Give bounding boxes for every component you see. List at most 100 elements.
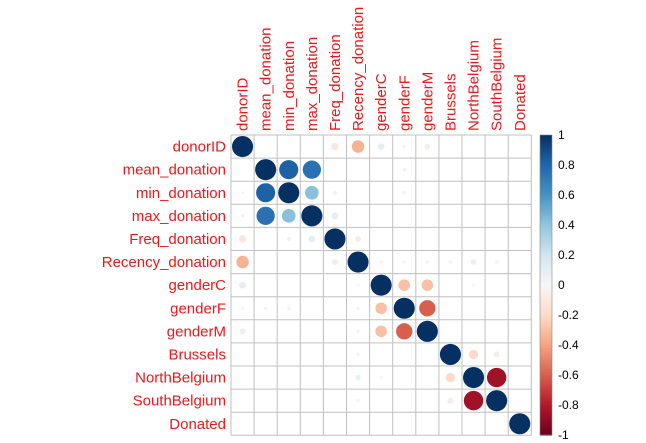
colorbar-segment bbox=[540, 282, 552, 285]
colorbar-tick-label: 0.8 bbox=[558, 158, 575, 172]
colorbar-segment bbox=[540, 288, 552, 291]
correlation-circles bbox=[232, 136, 531, 435]
colorbar-segment bbox=[540, 177, 552, 180]
colorbar-segment bbox=[540, 241, 552, 244]
colorbar-segment bbox=[540, 411, 552, 414]
colorbar-segment bbox=[540, 376, 552, 379]
colorbar-segment bbox=[540, 171, 552, 174]
colorbar-segment bbox=[540, 342, 552, 345]
colorbar-segment bbox=[540, 156, 552, 159]
corr-circle-genderM-genderM bbox=[416, 320, 438, 342]
corr-circle-SouthBelgium-Recency_donation bbox=[356, 398, 360, 403]
colorbar-segment bbox=[540, 307, 552, 310]
colorbar-segment bbox=[540, 417, 552, 420]
corr-circle-Recency_donation-Recency_donation bbox=[347, 251, 369, 273]
colorbar-segment bbox=[540, 187, 552, 190]
colorbar-segment bbox=[540, 399, 552, 402]
colorbar-segment bbox=[540, 157, 552, 160]
colorbar-segment bbox=[540, 382, 552, 385]
colorbar-segment bbox=[540, 178, 552, 181]
corr-circle-genderF-min_donation bbox=[286, 306, 291, 311]
column-label-genderF: genderF bbox=[396, 75, 413, 131]
colorbar-segment bbox=[540, 154, 552, 157]
colorbar-segment bbox=[540, 153, 552, 156]
row-label-mean_donation: mean_donation bbox=[123, 162, 226, 179]
colorbar-segment bbox=[540, 253, 552, 256]
colorbar-segment bbox=[540, 135, 552, 138]
colorbar-segment bbox=[540, 387, 552, 390]
colorbar-segment bbox=[540, 331, 552, 334]
colorbar-segment bbox=[540, 322, 552, 325]
colorbar-segment bbox=[540, 372, 552, 375]
colorbar-segment bbox=[540, 369, 552, 372]
row-label-genderM: genderM bbox=[167, 323, 226, 340]
colorbar-segment bbox=[540, 304, 552, 307]
corr-circle-Recency_donation-Brussels bbox=[448, 260, 453, 264]
colorbar-segment bbox=[540, 313, 552, 316]
colorbar-segment bbox=[540, 427, 552, 430]
corr-circle-max_donation-max_donation bbox=[301, 205, 323, 227]
colorbar-segment bbox=[540, 181, 552, 184]
corr-circle-Freq_donation-max_donation bbox=[308, 235, 316, 243]
column-label-Brussels: Brussels bbox=[442, 73, 459, 131]
colorbar-segment bbox=[540, 391, 552, 394]
colorbar-segment bbox=[540, 318, 552, 321]
colorbar-segment bbox=[540, 430, 552, 433]
corr-circle-genderF-mean_donation bbox=[263, 306, 268, 311]
column-label-Donated: Donated bbox=[512, 74, 529, 131]
colorbar-segment bbox=[540, 405, 552, 408]
colorbar-segment bbox=[540, 309, 552, 312]
colorbar-segment bbox=[540, 148, 552, 151]
corr-circle-min_donation-max_donation bbox=[305, 185, 319, 200]
colorbar-segment bbox=[540, 250, 552, 253]
corr-circle-Brussels-NorthBelgium bbox=[468, 349, 479, 360]
colorbar-segment bbox=[540, 327, 552, 330]
colorbar-segment bbox=[540, 397, 552, 400]
colorbar-segment bbox=[540, 186, 552, 189]
colorbar-segment bbox=[540, 168, 552, 171]
colorbar-segment bbox=[540, 400, 552, 403]
colorbar-segment bbox=[540, 276, 552, 279]
colorbar-segment bbox=[540, 273, 552, 276]
colorbar-segment bbox=[540, 255, 552, 258]
colorbar-segment bbox=[540, 343, 552, 346]
corr-circle-min_donation-min_donation bbox=[278, 182, 300, 204]
corr-circle-donorID-genderC bbox=[377, 143, 385, 150]
row-label-genderF: genderF bbox=[170, 300, 226, 317]
row-label-genderC: genderC bbox=[168, 277, 226, 294]
row-label-Recency_donation: Recency_donation bbox=[102, 254, 226, 271]
colorbar-segment bbox=[540, 247, 552, 250]
colorbar-tick-label: -0.8 bbox=[558, 398, 579, 412]
colorbar-segment bbox=[540, 373, 552, 376]
colorbar-segment bbox=[540, 214, 552, 217]
colorbar-segment bbox=[540, 204, 552, 207]
corr-circle-SouthBelgium-NorthBelgium bbox=[463, 390, 484, 411]
corr-circle-mean_donation-mean_donation bbox=[255, 159, 277, 181]
colorbar-segment bbox=[540, 237, 552, 240]
colorbar-segment bbox=[540, 321, 552, 324]
colorbar-segment bbox=[540, 165, 552, 168]
colorbar-segment bbox=[540, 426, 552, 429]
column-label-mean_donation: mean_donation bbox=[258, 28, 275, 131]
colorbar-segment bbox=[540, 166, 552, 169]
colorbar-segment bbox=[540, 337, 552, 340]
corr-circle-Recency_donation-genderF bbox=[402, 260, 407, 264]
colorbar-tick-label: 0.2 bbox=[558, 248, 575, 262]
column-label-Recency_donation: Recency_donation bbox=[350, 7, 367, 131]
colorbar-segment bbox=[540, 355, 552, 358]
colorbar-segment bbox=[540, 162, 552, 165]
colorbar-segment bbox=[540, 385, 552, 388]
colorbar-segment bbox=[540, 243, 552, 246]
colorbar-segment bbox=[540, 160, 552, 163]
colorbar-segment bbox=[540, 264, 552, 267]
column-label-genderC: genderC bbox=[373, 73, 390, 131]
colorbar-segment bbox=[540, 220, 552, 223]
colorbar-segment bbox=[540, 316, 552, 319]
colorbar-segment bbox=[540, 408, 552, 411]
grid bbox=[230, 134, 532, 436]
colorbar-segment bbox=[540, 192, 552, 195]
corr-circle-max_donation-min_donation bbox=[281, 209, 296, 223]
corr-circle-Recency_donation-NorthBelgium bbox=[470, 259, 477, 265]
colorbar-segment bbox=[540, 402, 552, 405]
column-labels: donorID mean_donation min_donation max_dona… bbox=[235, 7, 529, 131]
